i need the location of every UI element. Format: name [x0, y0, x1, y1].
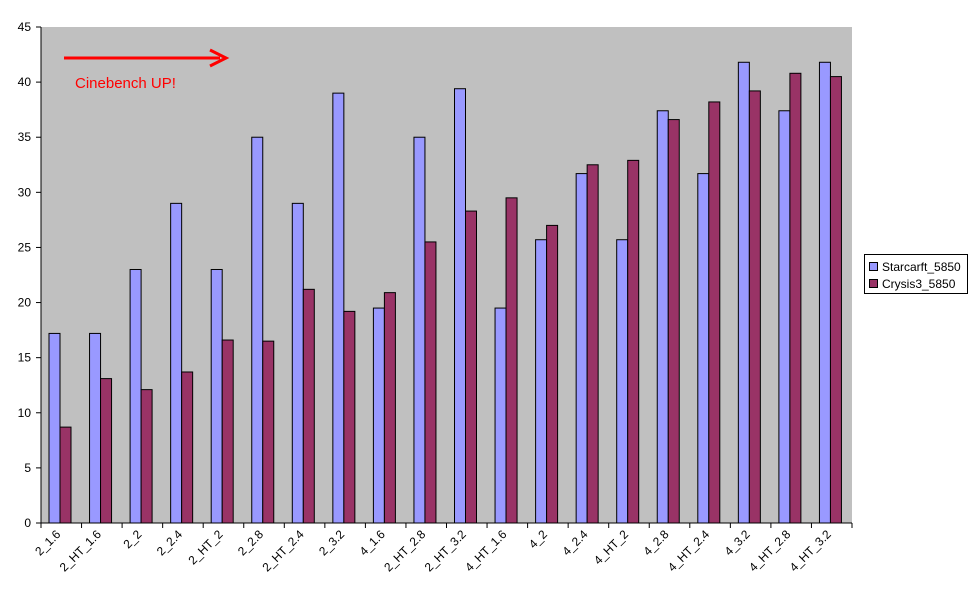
y-tick-label: 45	[18, 20, 32, 34]
y-tick-label: 20	[18, 296, 32, 310]
legend-swatch-series-1	[869, 262, 878, 271]
bar-crysis3-19	[829, 76, 842, 524]
legend-label-series-2: Crysis3_5850	[882, 276, 956, 291]
bar-starcarft-10	[454, 88, 466, 524]
bar-crysis3-4	[221, 339, 234, 524]
bar-starcarft-15	[656, 110, 669, 524]
x-tick-label: 2_2.8	[235, 527, 266, 558]
x-tick-label: 4_HT_2	[591, 527, 631, 567]
y-tick-label: 15	[18, 351, 32, 365]
bar-starcarft-13	[575, 173, 588, 524]
y-tick-label: 10	[18, 406, 32, 420]
bar-starcarft-7	[332, 92, 345, 524]
axes-group	[36, 26, 853, 528]
bar-crysis3-7	[343, 310, 356, 524]
x-tick-label: 4_1.6	[357, 527, 388, 558]
bar-starcarft-5	[251, 136, 264, 524]
bar-starcarft-11	[494, 307, 507, 524]
x-tick-label: 2_2	[120, 527, 144, 551]
x-tick-label: 4_HT_1.6	[462, 527, 509, 574]
bar-starcarft-9	[413, 136, 426, 524]
x-tick-label: 4_3.2	[722, 527, 753, 558]
bar-starcarft-6	[291, 202, 304, 524]
bar-crysis3-12	[546, 224, 559, 524]
bar-starcarft-3	[170, 202, 183, 524]
bar-crysis3-9	[424, 241, 437, 524]
x-tick-label: 2_HT_2.8	[381, 527, 428, 574]
bar-crysis3-0	[59, 426, 72, 524]
bar-starcarft-0	[48, 332, 61, 524]
legend-label-series-1: Starcarft_5850	[882, 259, 961, 274]
annotation-arrow	[64, 48, 230, 68]
y-tick-label: 25	[18, 240, 32, 254]
legend-swatch-series-2	[869, 279, 878, 288]
x-tick-label: 4_2	[526, 527, 550, 551]
bar-crysis3-3	[181, 371, 194, 524]
x-tick-label: 4_2.4	[559, 527, 590, 558]
x-tick-label: 2_1.6	[32, 527, 63, 558]
bar-crysis3-1	[100, 378, 113, 524]
bar-starcarft-4	[210, 268, 223, 524]
bar-starcarft-19	[818, 61, 831, 524]
bar-crysis3-2	[140, 389, 153, 524]
bar-crysis3-11	[505, 197, 518, 524]
bar-crysis3-17	[748, 90, 761, 524]
y-tick-label: 30	[18, 185, 32, 199]
bar-crysis3-6	[302, 288, 315, 524]
x-tick-label: 4_2.8	[641, 527, 672, 558]
x-tick-label: 4_HT_2.4	[665, 527, 712, 574]
bar-crysis3-5	[262, 340, 275, 524]
bar-crysis3-18	[789, 72, 802, 524]
y-tick-labels: 0 5 10 15 20 25 30 35 40 45	[18, 20, 32, 530]
y-tick-label: 5	[24, 461, 31, 475]
bars-group	[48, 61, 842, 524]
bar-starcarft-1	[89, 332, 102, 524]
x-tick-label: 2_HT_3.2	[422, 527, 469, 574]
legend-item-series-2: Crysis3_5850	[869, 275, 963, 292]
x-tick-label: 4_HT_3.2	[787, 527, 834, 574]
bar-starcarft-17	[737, 61, 750, 524]
x-tick-label: 2_2.4	[154, 527, 185, 558]
bar-crysis3-15	[667, 119, 680, 524]
bar-starcarft-14	[616, 239, 629, 524]
legend: Starcarft_5850 Crysis3_5850	[864, 254, 968, 294]
x-tick-label: 4_HT_2.8	[746, 527, 793, 574]
x-tick-label: 2_HT_2.4	[260, 527, 307, 574]
bar-crysis3-16	[708, 101, 721, 524]
x-tick-label: 2_3.2	[316, 527, 347, 558]
plot-area	[41, 27, 852, 523]
bar-crysis3-13	[586, 164, 599, 524]
annotation-text: Cinebench UP!	[75, 75, 176, 92]
x-tick-label: 2_HT_1.6	[57, 527, 104, 574]
bar-starcarft-2	[129, 268, 142, 524]
bar-starcarft-18	[778, 110, 791, 524]
legend-item-series-1: Starcarft_5850	[869, 258, 963, 275]
y-tick-label: 40	[18, 75, 32, 89]
y-tick-label: 0	[24, 516, 31, 530]
bar-starcarft-16	[697, 173, 710, 524]
bar-starcarft-12	[535, 239, 548, 524]
bar-starcarft-8	[372, 307, 385, 524]
bar-crysis3-14	[627, 159, 640, 524]
x-tick-labels: 2_1.62_HT_1.6 2_2 2_2.4 2_HT_2 2_2.82_HT_2.4…	[32, 527, 834, 574]
bar-crysis3-10	[465, 210, 477, 524]
y-tick-label: 35	[18, 130, 32, 144]
bar-crysis3-8	[383, 292, 396, 524]
x-tick-label: 2_HT_2	[186, 527, 226, 567]
